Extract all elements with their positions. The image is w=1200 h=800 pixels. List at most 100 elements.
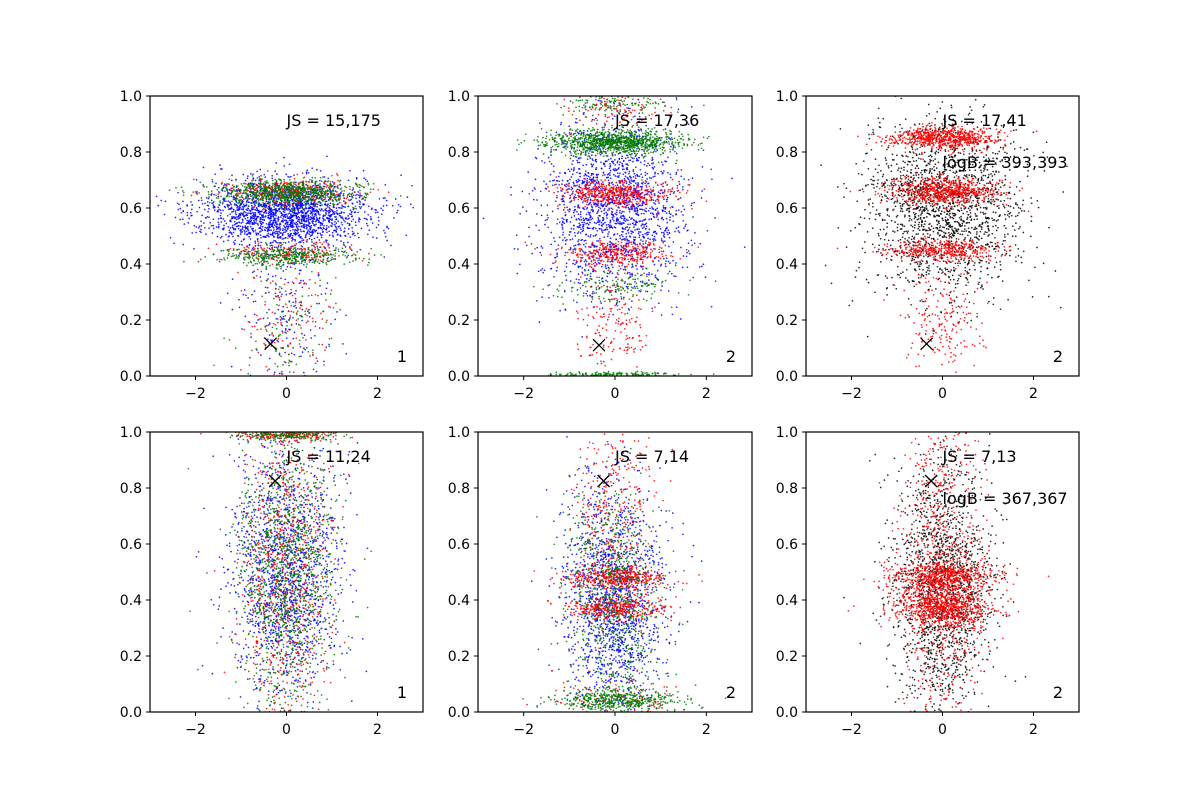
scatter-point bbox=[650, 248, 652, 251]
scatter-point bbox=[556, 255, 558, 258]
scatter-point bbox=[274, 188, 277, 191]
scatter-point bbox=[301, 212, 304, 215]
scatter-point bbox=[240, 250, 243, 253]
scatter-point bbox=[315, 215, 317, 217]
scatter-point bbox=[294, 209, 296, 212]
scatter-point bbox=[279, 223, 282, 226]
scatter-point bbox=[312, 244, 315, 247]
scatter-point bbox=[318, 262, 321, 265]
scatter-point bbox=[370, 217, 372, 220]
scatter-point bbox=[178, 203, 180, 206]
scatter-point bbox=[253, 252, 256, 255]
scatter-point bbox=[327, 242, 329, 245]
scatter-point bbox=[312, 231, 315, 233]
scatter-point bbox=[680, 168, 683, 171]
scatter-point bbox=[701, 265, 703, 268]
scatter-point bbox=[572, 211, 575, 214]
scatter-point bbox=[237, 225, 239, 227]
scatter-point bbox=[207, 210, 209, 213]
scatter-point bbox=[266, 286, 269, 289]
scatter-point bbox=[285, 213, 288, 216]
scatter-point bbox=[357, 232, 359, 235]
scatter-point bbox=[333, 197, 336, 199]
scatter-point bbox=[319, 188, 322, 191]
scatter-point bbox=[268, 187, 270, 190]
scatter-point bbox=[187, 222, 190, 224]
scatter-point bbox=[246, 188, 248, 190]
scatter-point bbox=[211, 202, 213, 205]
scatter-point bbox=[311, 351, 314, 354]
scatter-point bbox=[205, 197, 208, 199]
scatter-point bbox=[263, 205, 266, 208]
scatter-point bbox=[384, 235, 387, 238]
scatter-point bbox=[513, 247, 516, 250]
scatter-point bbox=[276, 204, 279, 207]
scatter-point bbox=[285, 250, 288, 253]
scatter-point bbox=[634, 243, 637, 246]
scatter-point bbox=[280, 246, 282, 249]
scatter-point bbox=[325, 192, 328, 194]
scatter-point bbox=[262, 221, 264, 224]
scatter-point bbox=[351, 230, 354, 233]
scatter-point bbox=[331, 219, 333, 222]
scatter-point bbox=[308, 315, 311, 318]
scatter-point bbox=[267, 255, 269, 258]
scatter-point bbox=[318, 193, 320, 196]
scatter-point bbox=[271, 258, 274, 260]
scatter-point bbox=[288, 188, 291, 191]
scatter-point bbox=[675, 209, 678, 212]
scatter-point bbox=[195, 231, 197, 234]
scatter-point bbox=[538, 122, 541, 124]
scatter-point bbox=[641, 220, 644, 222]
scatter-point bbox=[302, 279, 305, 282]
scatter-point bbox=[687, 123, 690, 125]
scatter-point bbox=[202, 166, 205, 169]
scatter-point bbox=[621, 155, 623, 158]
scatter-point bbox=[612, 183, 614, 186]
scatter-point bbox=[691, 177, 694, 179]
scatter-point bbox=[675, 173, 678, 176]
scatter-point bbox=[387, 191, 390, 194]
scatter-point bbox=[274, 255, 276, 258]
scatter-point bbox=[230, 217, 233, 220]
scatter-point bbox=[334, 190, 337, 192]
scatter-point bbox=[198, 225, 201, 228]
scatter-point bbox=[576, 184, 578, 187]
scatter-point bbox=[573, 231, 576, 234]
scatter-point bbox=[283, 156, 285, 159]
scatter-point bbox=[249, 193, 252, 196]
scatter-point bbox=[268, 291, 270, 294]
scatter-point bbox=[332, 235, 334, 238]
scatter-point bbox=[366, 224, 369, 227]
scatter-point bbox=[231, 200, 233, 203]
scatter-point bbox=[328, 345, 331, 348]
scatter-point bbox=[536, 199, 538, 201]
scatter-point bbox=[344, 235, 347, 238]
scatter-point bbox=[283, 256, 286, 259]
scatter-point bbox=[335, 302, 337, 305]
scatter-point bbox=[305, 200, 308, 203]
scatter-point bbox=[294, 181, 296, 184]
scatter-point bbox=[316, 192, 319, 195]
scatter-point bbox=[240, 240, 243, 243]
scatter-point bbox=[281, 293, 283, 296]
scatter-point bbox=[644, 174, 647, 176]
scatter-point bbox=[641, 204, 644, 207]
scatter-point bbox=[657, 191, 660, 193]
scatter-point bbox=[372, 188, 375, 191]
scatter-point bbox=[300, 215, 303, 217]
scatter-point bbox=[220, 249, 223, 252]
scatter-point bbox=[639, 118, 642, 121]
scatter-point bbox=[264, 180, 267, 183]
scatter-point bbox=[207, 197, 210, 200]
scatter-point bbox=[271, 186, 273, 188]
scatter-point bbox=[233, 254, 236, 257]
scatter-point bbox=[285, 230, 288, 232]
scatter-point bbox=[290, 304, 293, 307]
scatter-point bbox=[292, 301, 295, 304]
scatter-point bbox=[224, 190, 226, 193]
scatter-point bbox=[242, 261, 245, 264]
scatter-point bbox=[308, 261, 311, 263]
scatter-point bbox=[256, 251, 258, 253]
scatter-point bbox=[595, 166, 598, 169]
